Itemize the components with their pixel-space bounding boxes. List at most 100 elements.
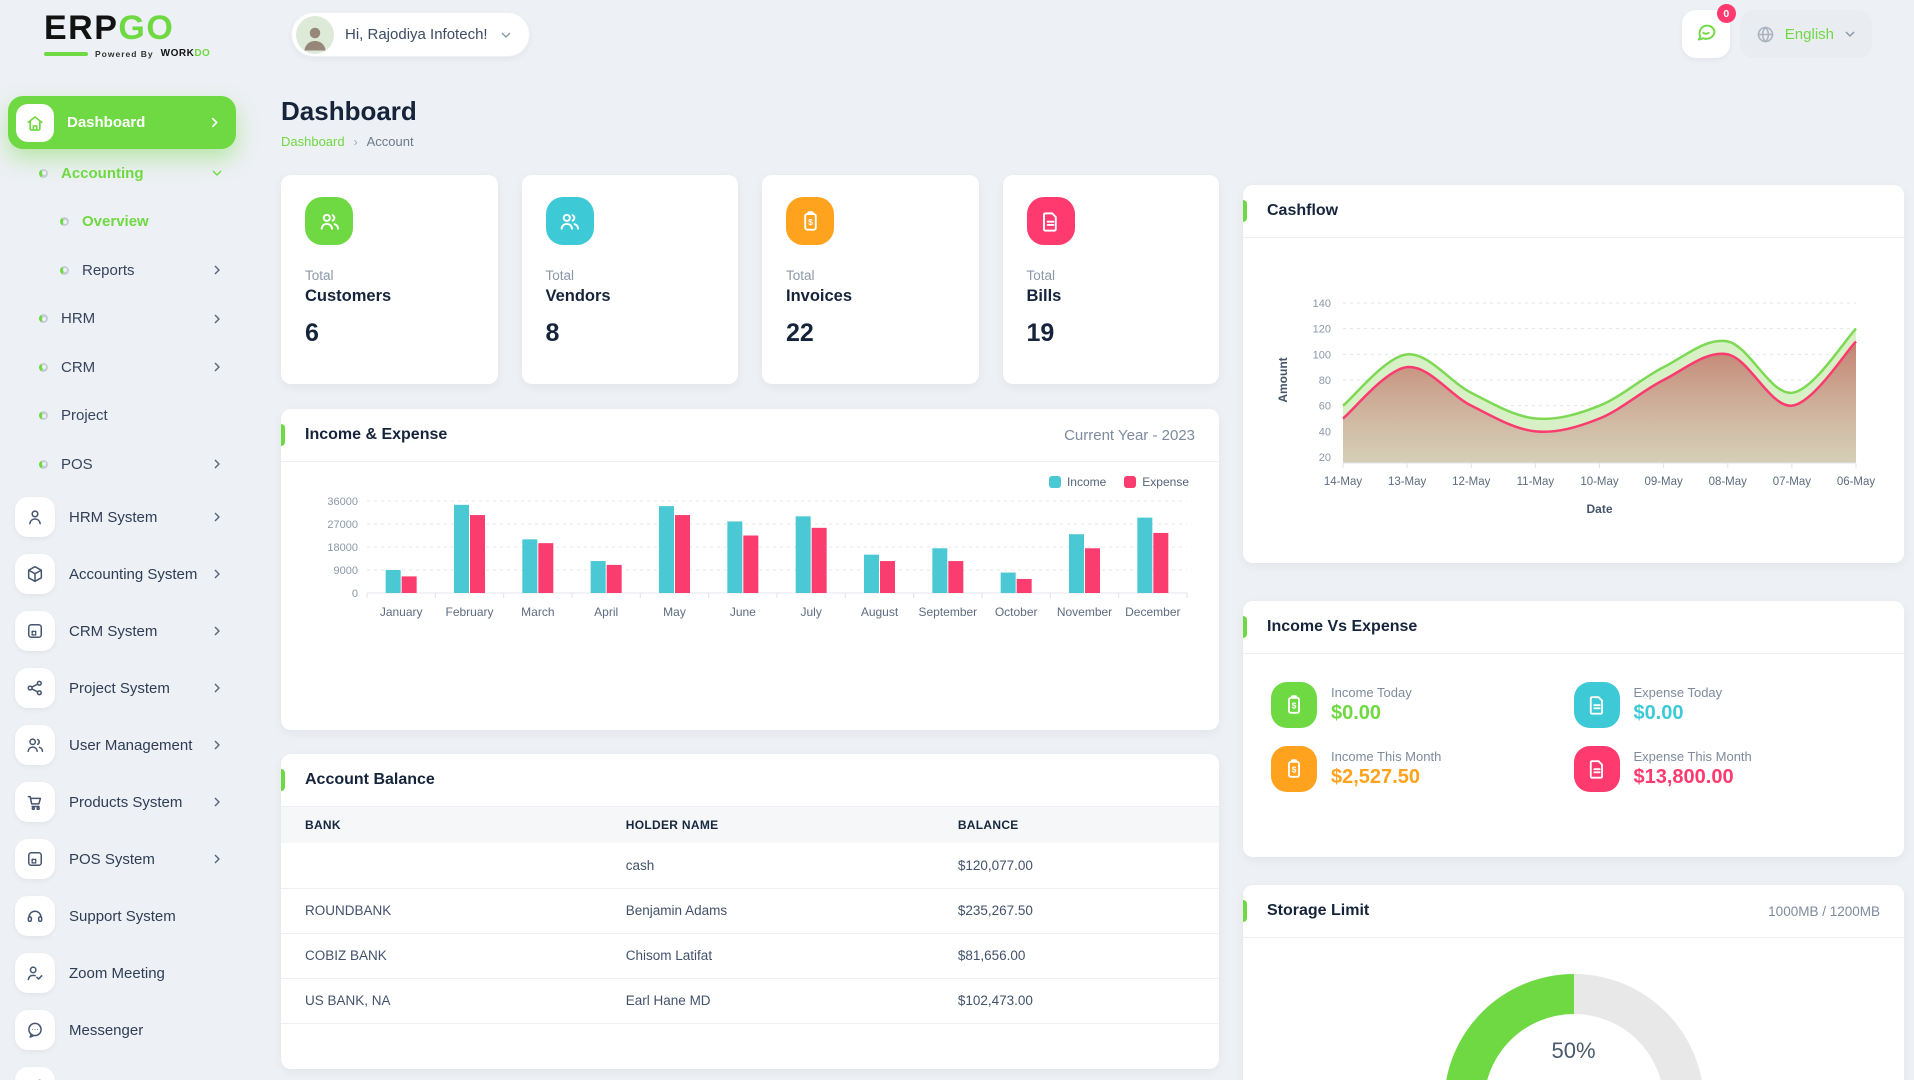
svg-text:0: 0: [352, 588, 358, 600]
user-menu[interactable]: Hi, Rajodiya Infotech!: [291, 12, 530, 57]
sidebar-item-reports[interactable]: Reports: [8, 246, 236, 295]
user-check-icon: [15, 953, 55, 993]
chat-icon: [15, 1010, 55, 1050]
storage-donut-chart: 50%: [1443, 974, 1704, 1080]
svg-text:09-May: 09-May: [1644, 476, 1683, 488]
messages-button[interactable]: 0: [1681, 4, 1736, 58]
legend-income: Income: [1048, 475, 1106, 489]
chevron-right-icon: [210, 263, 224, 277]
income-vs-expense-card: Income Vs Expense $ Income Today $0.00 E…: [1243, 601, 1904, 857]
notification-badge: 0: [1716, 4, 1736, 23]
bullet-icon: [60, 217, 69, 227]
topbar-actions: 0 English: [1681, 4, 1872, 58]
legend-swatch: [1124, 476, 1137, 488]
sidebar-item-messenger[interactable]: Messenger: [8, 1002, 236, 1059]
account-balance-table: BANK HOLDER NAME BALANCE cash $120,077.0…: [281, 807, 1219, 1024]
account-balance-card: Account Balance BANK HOLDER NAME BALANCE…: [281, 754, 1219, 1069]
language-selector[interactable]: English: [1739, 10, 1872, 58]
chevron-down-icon: [210, 166, 224, 180]
card-title: Income Vs Expense: [1267, 618, 1418, 635]
app-window-icon: [15, 611, 55, 651]
svg-text:9000: 9000: [334, 565, 358, 577]
column-holder-name: HOLDER NAME: [601, 807, 934, 843]
svg-text:40: 40: [1319, 426, 1331, 438]
app-window-icon: [15, 839, 55, 879]
breadcrumb-current: Account: [366, 134, 414, 149]
sidebar-item-notification-template[interactable]: Notification Template: [8, 1059, 236, 1080]
table-row: ROUNDBANK Benjamin Adams $235,267.50: [281, 888, 1219, 934]
users-icon: [545, 197, 594, 245]
sidebar-item-project-system[interactable]: Project System: [8, 660, 236, 717]
sidebar-item-hrm-system[interactable]: HRM System: [8, 489, 236, 546]
logo-text: ERPGO: [44, 9, 175, 47]
chevron-down-icon: [499, 28, 513, 42]
table-row: COBIZ BANK Chisom Latifat $81,656.00: [281, 933, 1219, 979]
users-icon: [15, 725, 55, 765]
svg-text:July: July: [800, 605, 821, 619]
svg-text:October: October: [995, 605, 1038, 619]
sidebar-item-accounting[interactable]: Accounting: [8, 149, 236, 198]
svg-text:14-May: 14-May: [1324, 476, 1363, 488]
sidebar-item-crm-system[interactable]: CRM System: [8, 603, 236, 660]
breadcrumb-dashboard-link[interactable]: Dashboard: [281, 134, 345, 149]
window-dot-icon: [15, 1067, 55, 1080]
svg-text:100: 100: [1313, 349, 1331, 361]
stat-card-customers: Total Customers 6: [281, 175, 498, 384]
sidebar-item-hrm[interactable]: HRM: [8, 295, 236, 344]
sidebar-item-pos[interactable]: POS: [8, 440, 236, 489]
storage-limit-header: Storage Limit 1000MB / 1200MB: [1243, 885, 1904, 938]
svg-text:September: September: [918, 605, 977, 619]
sidebar-item-accounting-system[interactable]: Accounting System: [8, 546, 236, 603]
tagline-bar: [44, 51, 88, 56]
account-balance-header: Account Balance: [281, 754, 1219, 807]
svg-text:20: 20: [1319, 452, 1331, 464]
breadcrumb: Dashboard › Account: [281, 134, 1914, 149]
bullet-icon: [60, 265, 69, 275]
chevron-right-icon: [210, 738, 224, 752]
chevron-right-icon: [210, 681, 224, 695]
sidebar-item-pos-system[interactable]: POS System: [8, 831, 236, 888]
svg-text:March: March: [521, 605, 554, 619]
sidebar-item-dashboard[interactable]: Dashboard: [8, 96, 236, 149]
stat-value: 19: [1026, 319, 1055, 347]
main-content: Dashboard Dashboard › Account Total Cust…: [250, 0, 1914, 1080]
sidebar-item-project[interactable]: Project: [8, 392, 236, 441]
tile-value: $13,800.00: [1633, 766, 1734, 788]
bullet-icon: [39, 314, 48, 324]
sidebar-item-crm[interactable]: CRM: [8, 343, 236, 392]
table-row: cash $120,077.00: [281, 843, 1219, 889]
storage-usage-label: 1000MB / 1200MB: [1768, 903, 1880, 919]
tile-expense-today: Expense Today $0.00: [1573, 682, 1877, 728]
cashflow-card: Cashflow 140 120 100 80 60 40 20 14-May 13-May 12…: [1243, 185, 1904, 563]
sidebar-item-overview[interactable]: Overview: [8, 198, 236, 247]
chevron-right-icon: [210, 360, 224, 374]
headset-icon: [15, 896, 55, 936]
bill-icon: [1026, 197, 1075, 245]
svg-text:June: June: [730, 605, 756, 619]
page-title: Dashboard: [281, 96, 417, 126]
bullet-icon: [39, 168, 48, 178]
chevron-right-icon: [210, 510, 224, 524]
svg-text:27000: 27000: [327, 519, 358, 531]
message-icon: [1694, 20, 1718, 49]
svg-text:May: May: [663, 605, 686, 619]
svg-text:120: 120: [1313, 324, 1331, 336]
tile-value: $0.00: [1633, 702, 1684, 724]
chevron-right-icon: [207, 115, 222, 130]
sidebar-item-user-management[interactable]: User Management: [8, 717, 236, 774]
svg-text:140: 140: [1313, 298, 1331, 310]
app-logo[interactable]: ERPGO Powered By WORKDO: [44, 9, 210, 59]
chevron-right-icon: [210, 312, 224, 326]
svg-text:$: $: [808, 216, 813, 226]
chevron-right-icon: [210, 795, 224, 809]
income-vs-expense-grid: $ Income Today $0.00 Expense Today $0.00…: [1243, 654, 1904, 820]
sidebar-item-zoom-meeting[interactable]: Zoom Meeting: [8, 945, 236, 1002]
sidebar-item-support-system[interactable]: Support System: [8, 888, 236, 945]
sidebar-item-products-system[interactable]: Products System: [8, 774, 236, 831]
users-icon: [305, 197, 353, 245]
share-nodes-icon: [15, 668, 55, 708]
svg-text:April: April: [594, 605, 618, 619]
user-icon: [15, 497, 55, 537]
column-bank: BANK: [281, 807, 602, 843]
stats-row: Total Customers 6 Total Vendors 8 $ Tota…: [281, 175, 1219, 384]
